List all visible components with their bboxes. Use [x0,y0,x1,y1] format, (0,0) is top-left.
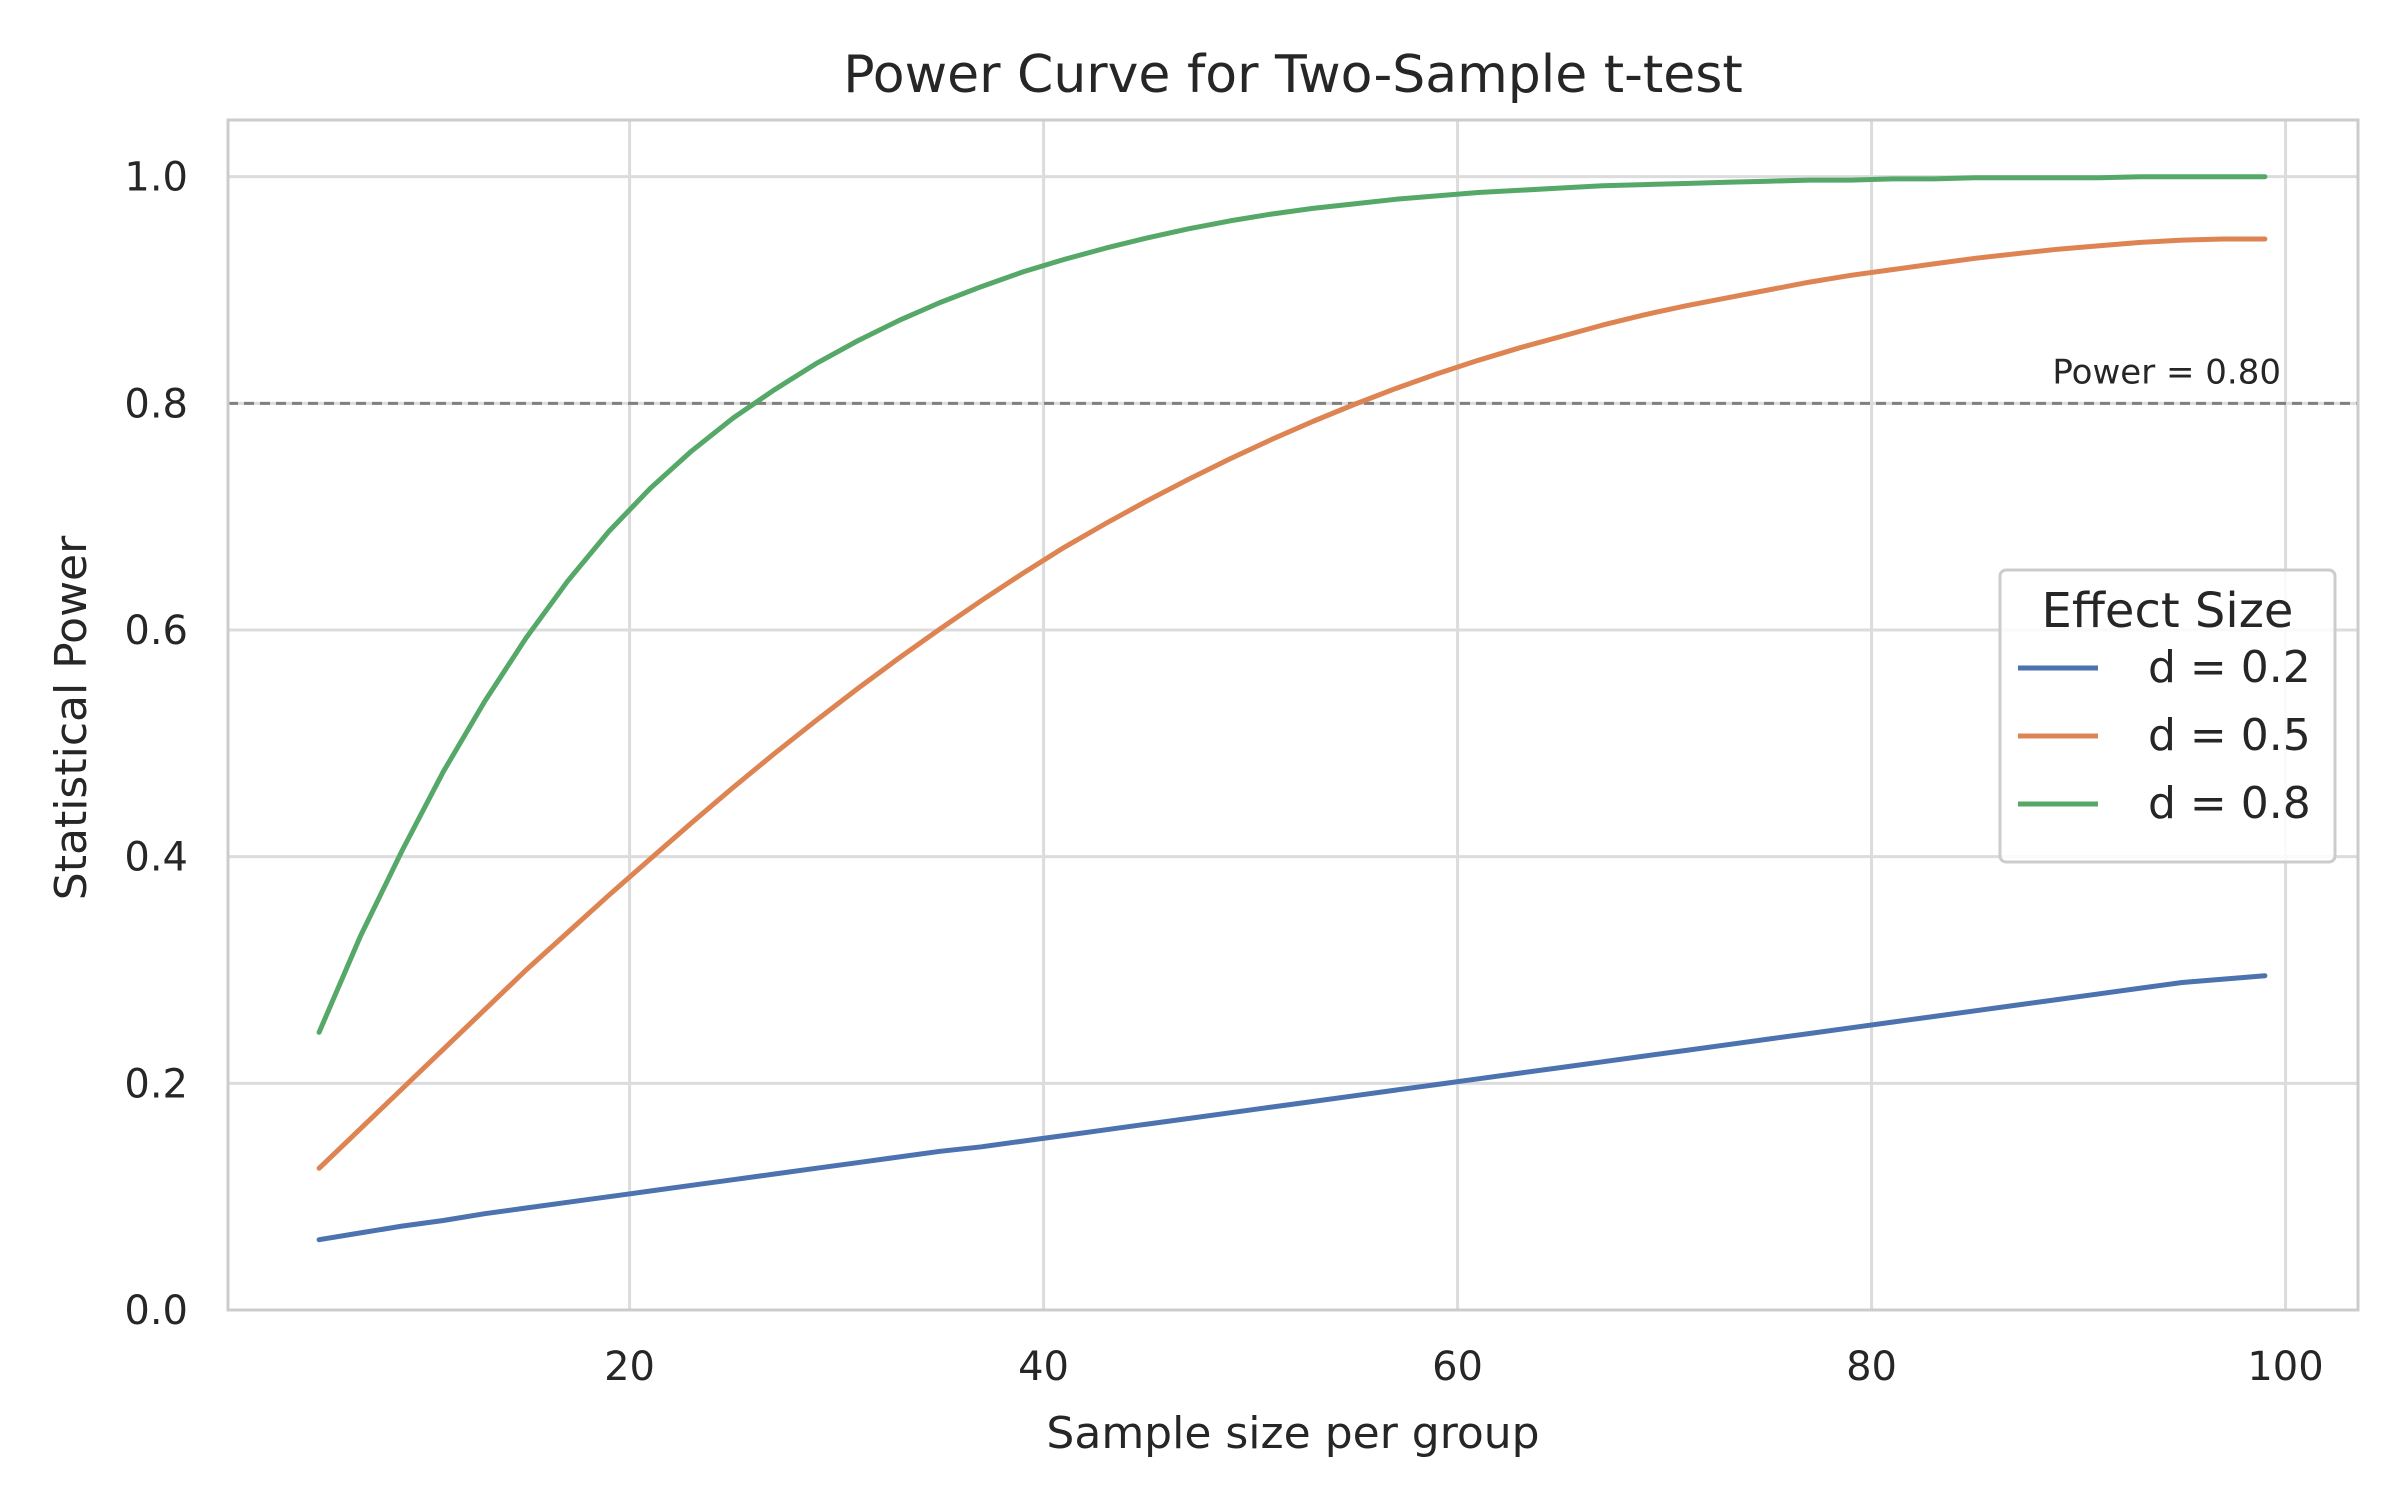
legend-title: Effect Size [2042,583,2294,639]
legend-entry: d = 0.2 [2148,642,2311,693]
y-tick-label: 0.2 [124,1061,188,1107]
x-tick-label: 100 [2247,1344,2323,1390]
x-tick-label: 40 [1018,1344,1069,1390]
plot-frame [226,118,2360,1312]
x-tick-label: 20 [604,1344,655,1390]
y-tick-label: 0.6 [124,608,188,654]
x-tick-label: 80 [1846,1344,1897,1390]
legend-box [1998,568,2337,864]
y-tick-label: 1.0 [124,155,188,201]
series-line-1 [316,973,2268,1243]
series-line-3 [316,174,2268,1035]
series-layer [316,174,2268,1243]
tick-label-layer: 20 40 60 80 100 0.0 0.2 0.4 0.6 0.8 1.0 [124,155,2323,1390]
x-tick-label: 60 [1432,1344,1483,1390]
y-tick-label: 0.8 [124,381,188,427]
legend-entry: d = 0.8 [2148,778,2311,829]
chart-title: Power Curve for Two-Sample t-test [843,45,1742,105]
x-axis-label: Sample size per group [1046,1408,1539,1459]
reference-line-layer: Power = 0.80 [228,352,2358,405]
y-tick-label: 0.0 [124,1288,188,1334]
series-line-2 [316,236,2268,1171]
power-threshold-label: Power = 0.80 [2052,352,2281,392]
legend-entry: d = 0.5 [2148,710,2311,761]
y-tick-label: 0.4 [124,835,188,881]
y-axis-label: Statistical Power [46,535,97,900]
